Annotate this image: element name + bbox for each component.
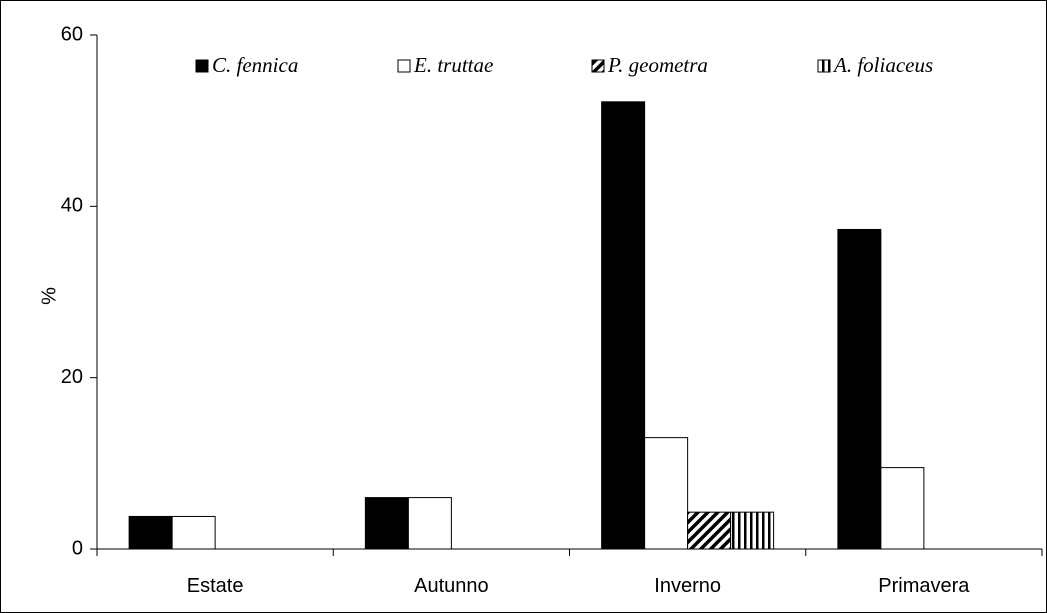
x-tick-label: Estate: [187, 575, 244, 597]
bar: [364, 497, 409, 550]
legend-swatch: [817, 59, 831, 73]
legend-swatch: [591, 59, 605, 73]
legend-swatch: [397, 59, 411, 73]
x-tick-label: Autunno: [414, 575, 489, 597]
legend-label: C. fennica: [212, 53, 298, 77]
legend-label: A. foliaceus: [832, 53, 933, 77]
bar: [601, 101, 646, 550]
bar: [880, 467, 925, 550]
x-tick-label: Primavera: [878, 575, 970, 597]
y-tick-label: 40: [61, 195, 83, 217]
bar: [644, 437, 689, 550]
legend-label: P. geometra: [607, 53, 708, 77]
y-axis-title: %: [38, 287, 60, 305]
bar: [407, 497, 452, 550]
legend: C. fennica E. truttae P. geometra A. foliac…: [195, 53, 933, 77]
y-ticks: 0 20 40 60: [61, 23, 97, 559]
bar: [128, 515, 173, 550]
y-tick-label: 0: [72, 537, 83, 559]
bar: [171, 515, 216, 550]
x-tick-label: Inverno: [654, 575, 721, 597]
bar: [687, 511, 732, 550]
y-tick-label: 20: [61, 366, 83, 388]
y-tick-label: 60: [61, 23, 83, 45]
bar: [730, 511, 775, 550]
bars: [128, 101, 925, 550]
legend-swatch: [195, 59, 209, 73]
bar: [837, 228, 882, 550]
legend-label: E. truttae: [413, 53, 493, 77]
x-ticks: Estate Autunno Inverno Primavera: [96, 549, 1043, 597]
